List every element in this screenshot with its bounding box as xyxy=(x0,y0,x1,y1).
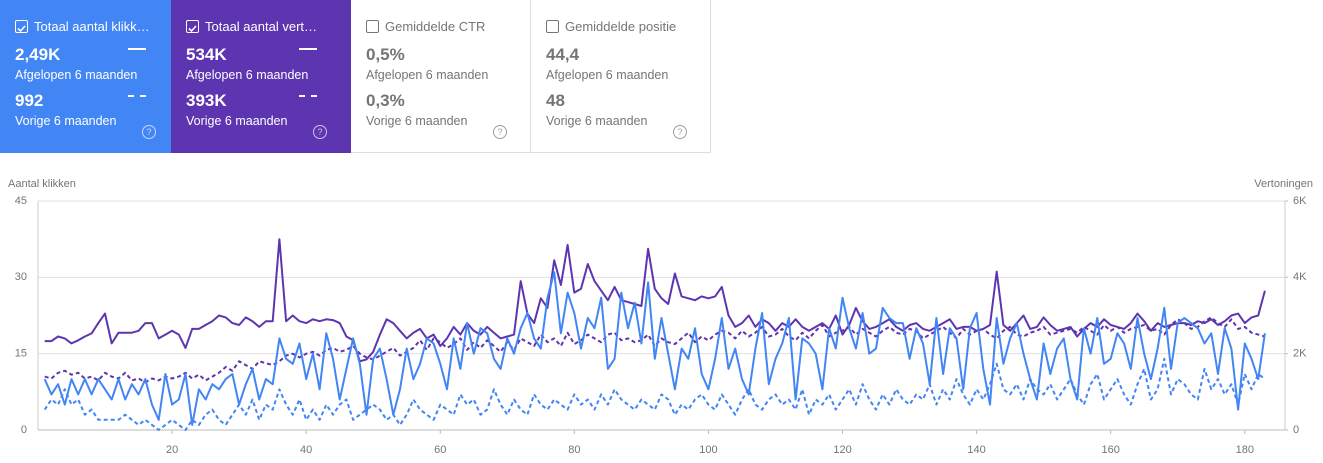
legend-solid xyxy=(299,48,317,50)
previous-value: 0,3% xyxy=(366,91,405,110)
checkbox xyxy=(186,20,199,33)
metric-card[interactable]: Gemiddelde CTR 0,5% Afgelopen 6 maanden 0,3… xyxy=(351,0,531,153)
previous-period: Vorige 6 maanden xyxy=(546,114,648,128)
x-tick-label: 180 xyxy=(1236,444,1254,456)
y-tick-label: 0 xyxy=(21,424,27,436)
current-value: 534K xyxy=(186,45,227,64)
previous-period: Vorige 6 maanden xyxy=(366,114,468,128)
help-icon: ? xyxy=(493,125,507,139)
y2-tick-label: 2K xyxy=(1293,348,1307,360)
help-icon: ? xyxy=(673,125,687,139)
metric-label: Gemiddelde positie xyxy=(565,19,677,34)
metric-label: Gemiddelde CTR xyxy=(385,19,486,34)
previous-period: Vorige 6 maanden xyxy=(186,114,288,128)
y-tick-label: 15 xyxy=(15,348,27,360)
metric-label: Totaal aantal vert… xyxy=(205,19,318,34)
metric-label: Totaal aantal klikk… xyxy=(34,19,150,34)
previous-period: Vorige 6 maanden xyxy=(15,114,117,128)
metric-card[interactable]: Gemiddelde positie 44,4 Afgelopen 6 maande… xyxy=(531,0,711,153)
y-tick-label: 30 xyxy=(15,271,27,283)
checkbox xyxy=(366,20,379,33)
x-tick-label: 120 xyxy=(833,444,851,456)
legend-dashed xyxy=(128,95,146,97)
help-icon: ? xyxy=(142,125,156,139)
y2-tick-label: 0 xyxy=(1293,424,1299,436)
current-period: Afgelopen 6 maanden xyxy=(546,68,669,82)
series-line xyxy=(43,271,1266,426)
x-tick-label: 140 xyxy=(967,444,985,456)
current-period: Afgelopen 6 maanden xyxy=(366,68,489,82)
series-line xyxy=(44,238,1266,363)
metric-card[interactable]: Totaal aantal klikk… 2,49K Afgelopen 6 maa… xyxy=(0,0,171,153)
checkbox xyxy=(546,20,559,33)
y2-axis-label: Vertoningen xyxy=(1254,178,1313,190)
x-tick-label: 40 xyxy=(300,444,312,456)
x-tick-label: 160 xyxy=(1102,444,1120,456)
current-value: 44,4 xyxy=(546,45,580,64)
current-period: Afgelopen 6 maanden xyxy=(186,68,309,82)
y-tick-label: 45 xyxy=(15,195,27,207)
previous-value: 393K xyxy=(186,91,227,110)
x-tick-label: 60 xyxy=(434,444,446,456)
series-line xyxy=(44,316,1266,384)
previous-value: 48 xyxy=(546,91,565,110)
current-value: 2,49K xyxy=(15,45,61,64)
current-period: Afgelopen 6 maanden xyxy=(15,68,138,82)
help-icon: ? xyxy=(313,125,327,139)
legend-dashed xyxy=(299,95,317,97)
x-tick-label: 20 xyxy=(166,444,178,456)
x-tick-label: 100 xyxy=(699,444,717,456)
previous-value: 992 xyxy=(15,91,44,110)
checkbox xyxy=(15,20,28,33)
y2-tick-label: 6K xyxy=(1293,195,1307,207)
y-axis-label: Aantal klikken xyxy=(8,178,76,190)
x-tick-label: 80 xyxy=(568,444,580,456)
current-value: 0,5% xyxy=(366,45,405,64)
series-line xyxy=(43,357,1266,431)
legend-solid xyxy=(128,48,146,50)
y2-tick-label: 4K xyxy=(1293,271,1307,283)
metric-card[interactable]: Totaal aantal vert… 534K Afgelopen 6 maand… xyxy=(171,0,351,153)
